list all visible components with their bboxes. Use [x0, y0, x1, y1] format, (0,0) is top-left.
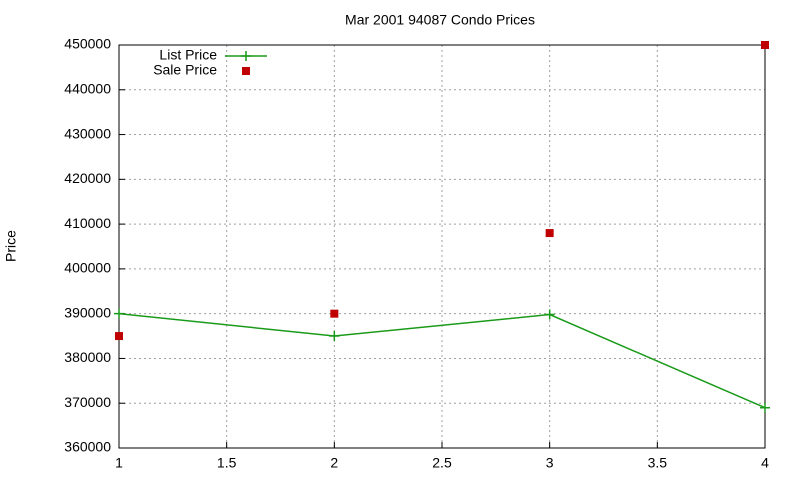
point — [545, 229, 554, 238]
x-tick-label: 3 — [546, 455, 554, 471]
point — [330, 309, 339, 318]
y-tick-label: 440000 — [64, 80, 111, 96]
y-tick-label: 430000 — [64, 125, 111, 141]
y-tick-label: 420000 — [64, 170, 111, 186]
y-axis-label: Price — [3, 230, 19, 262]
x-tick-label: 1 — [115, 455, 123, 471]
x-tick-label: 3.5 — [648, 455, 668, 471]
legend-label: Sale Price — [153, 62, 217, 78]
y-tick-label: 370000 — [64, 394, 111, 410]
y-tick-label: 360000 — [64, 439, 111, 455]
plot-border — [118, 44, 766, 449]
legend-marker — [241, 51, 251, 61]
y-tick-label: 400000 — [64, 260, 111, 276]
line — [118, 312, 766, 409]
legend-marker — [242, 67, 250, 75]
point — [760, 402, 770, 413]
chart-title: Mar 2001 94087 Condo Prices — [345, 12, 535, 28]
legend-label: List Price — [159, 47, 217, 63]
y-tick-label: 450000 — [64, 36, 111, 52]
x-tick-label: 2 — [330, 455, 338, 471]
point — [115, 332, 123, 341]
point — [544, 309, 555, 320]
y-tick-label: 390000 — [64, 304, 111, 320]
point — [114, 308, 124, 319]
x-tick-label: 4 — [761, 455, 769, 471]
point — [329, 331, 340, 342]
y-tick-label: 380000 — [64, 349, 111, 365]
x-tick-label: 1.5 — [217, 455, 237, 471]
y-tick-label: 410000 — [64, 215, 111, 231]
point — [761, 41, 769, 49]
x-tick-label: 2.5 — [432, 455, 452, 471]
